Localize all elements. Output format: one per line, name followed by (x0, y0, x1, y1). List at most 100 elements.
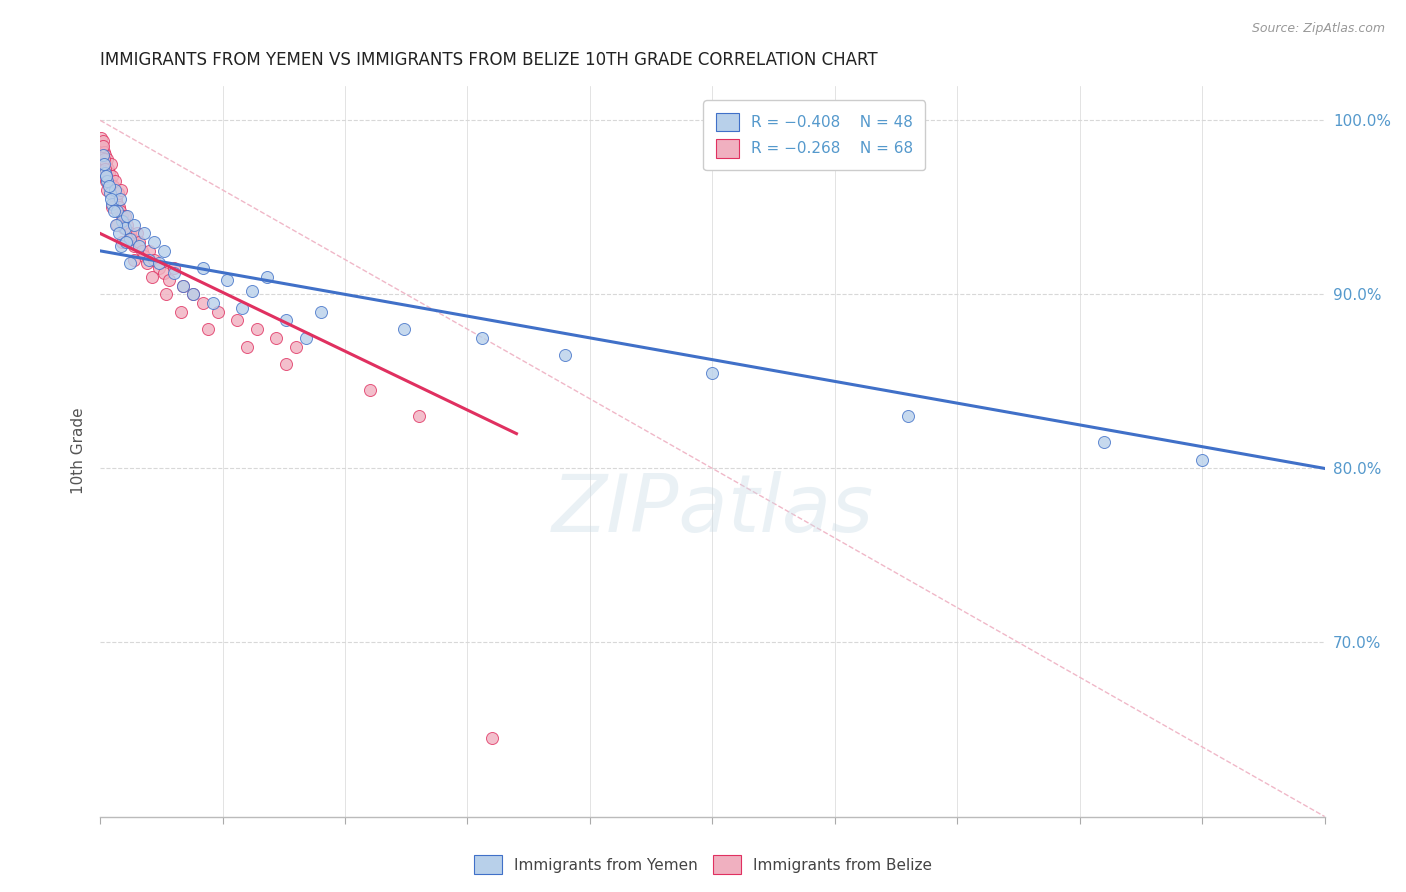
Point (110, 183, 132, 197)
Point (104, 174, 127, 188)
Point (191, 261, 214, 276)
Text: IMMIGRANTS FROM YEMEN VS IMMIGRANTS FROM BELIZE 10TH GRADE CORRELATION CHART: IMMIGRANTS FROM YEMEN VS IMMIGRANTS FROM… (100, 51, 877, 69)
Point (1092, 435, 1115, 450)
Point (118, 227, 141, 241)
Point (91, 139, 114, 153)
Point (103, 186, 125, 201)
Point (111, 235, 134, 249)
Point (96, 174, 118, 188)
Point (93, 145, 115, 159)
Point (107, 186, 129, 201)
Point (97, 179, 120, 194)
Text: ZIPatlas: ZIPatlas (551, 470, 873, 549)
Point (96, 183, 118, 197)
Point (236, 340, 259, 354)
Point (359, 383, 381, 397)
Point (554, 348, 576, 362)
Point (181, 287, 204, 301)
Point (105, 197, 128, 211)
Legend: R = −0.408    N = 48, R = −0.268    N = 68: R = −0.408 N = 48, R = −0.268 N = 68 (703, 101, 925, 169)
Point (162, 261, 184, 276)
Point (276, 313, 298, 327)
Point (481, 731, 503, 746)
Point (93, 157, 115, 171)
Point (108, 192, 131, 206)
Point (134, 227, 156, 241)
Point (138, 252, 160, 267)
Text: Source: ZipAtlas.com: Source: ZipAtlas.com (1251, 22, 1385, 36)
Point (408, 409, 430, 424)
Point (897, 409, 920, 424)
Point (141, 270, 163, 285)
Point (124, 252, 146, 267)
Point (392, 322, 415, 336)
Point (128, 235, 150, 249)
Point (121, 232, 143, 246)
Point (91, 148, 114, 162)
Point (197, 322, 219, 336)
Point (91, 139, 114, 153)
Y-axis label: 10th Grade: 10th Grade (72, 408, 86, 494)
Point (285, 340, 308, 354)
Point (240, 284, 263, 298)
Point (111, 214, 134, 228)
Point (112, 221, 135, 235)
Point (114, 235, 136, 249)
Point (114, 209, 136, 223)
Point (143, 235, 166, 249)
Point (172, 278, 194, 293)
Point (148, 261, 170, 276)
Point (162, 267, 184, 281)
Point (90, 130, 112, 145)
Point (125, 227, 148, 241)
Point (157, 273, 180, 287)
Point (105, 203, 128, 218)
Point (217, 273, 239, 287)
Point (96, 174, 118, 188)
Point (94, 148, 117, 162)
Point (107, 200, 129, 214)
Point (170, 305, 193, 319)
Point (143, 252, 166, 267)
Point (148, 256, 170, 270)
Point (101, 169, 124, 183)
Point (276, 357, 298, 371)
Point (226, 313, 249, 327)
Point (94, 165, 117, 179)
Point (295, 331, 318, 345)
Point (128, 238, 150, 252)
Point (131, 244, 153, 258)
Point (93, 152, 115, 166)
Point (153, 267, 176, 281)
Point (246, 322, 269, 336)
Point (231, 301, 253, 316)
Point (134, 249, 156, 263)
Point (100, 157, 122, 171)
Point (104, 183, 127, 197)
Point (94, 169, 117, 183)
Point (101, 197, 124, 211)
Point (702, 366, 724, 380)
Point (96, 152, 118, 166)
Point (111, 214, 134, 228)
Point (155, 287, 177, 301)
Point (94, 169, 117, 183)
Point (111, 209, 134, 223)
Point (108, 203, 131, 218)
Legend: Immigrants from Yemen, Immigrants from Belize: Immigrants from Yemen, Immigrants from B… (468, 849, 938, 880)
Point (98, 186, 121, 201)
Point (191, 296, 214, 310)
Point (124, 218, 146, 232)
Point (101, 179, 124, 194)
Point (256, 270, 278, 285)
Point (266, 331, 288, 345)
Point (471, 331, 494, 345)
Point (101, 200, 124, 214)
Point (115, 209, 138, 223)
Point (118, 232, 141, 246)
Point (91, 134, 114, 148)
Point (207, 305, 229, 319)
Point (153, 244, 176, 258)
Point (103, 203, 125, 218)
Point (120, 256, 142, 270)
